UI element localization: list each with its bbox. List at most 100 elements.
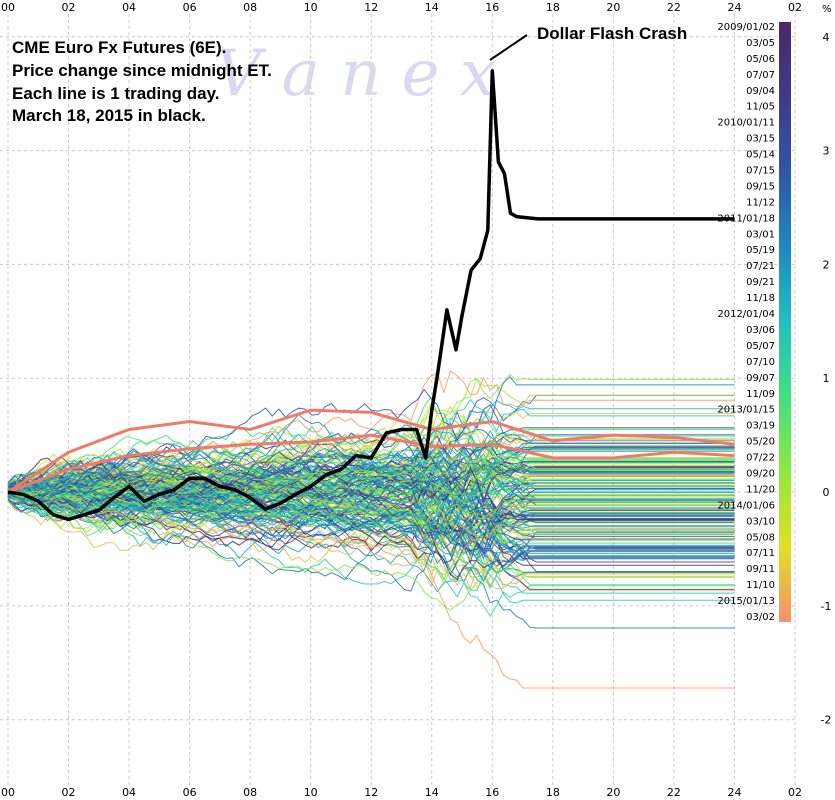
x-tick-label-top: 06 — [183, 1, 197, 14]
colorbar-label: 09/07 — [746, 373, 775, 384]
background-day-line — [7, 492, 735, 611]
colorbar-label: 07/10 — [746, 357, 775, 368]
background-day-line — [7, 467, 735, 503]
background-day-line — [7, 461, 735, 516]
colorbar-label: 2014/01/06 — [717, 500, 775, 511]
background-day-line — [7, 443, 735, 494]
colorbar-label: 11/09 — [746, 389, 775, 400]
colorbar-label: 03/19 — [746, 421, 775, 432]
background-day-line — [7, 459, 735, 554]
colorbar-label: 05/20 — [746, 437, 775, 448]
x-tick-label-bottom: 22 — [667, 786, 681, 799]
colorbar-label: 2013/01/15 — [717, 405, 775, 416]
x-tick-label-top: 16 — [485, 1, 499, 14]
colorbar-label: 05/19 — [746, 245, 775, 256]
x-tick-label-top: 00 — [1, 1, 15, 14]
background-day-line — [7, 446, 735, 531]
x-tick-label-top: 20 — [606, 1, 620, 14]
background-day-line — [7, 428, 735, 501]
x-tick-label-top: 18 — [546, 1, 560, 14]
background-day-line — [7, 388, 735, 488]
x-tick-label-bottom: 02 — [788, 786, 802, 799]
background-day-line — [7, 478, 735, 525]
x-tick-label-bottom: 00 — [1, 786, 15, 799]
background-day-line — [7, 482, 735, 523]
background-day-line — [7, 433, 735, 536]
x-tick-label-bottom: 18 — [546, 786, 560, 799]
right-axis-tick: -1 — [821, 600, 832, 613]
salmon-series-group — [7, 408, 735, 494]
x-tick-label-top: 02 — [62, 1, 76, 14]
colorbar-label: 03/01 — [746, 229, 775, 240]
x-tick-label-top: 10 — [304, 1, 318, 14]
series-bundle — [7, 370, 735, 689]
colorbar-label: 09/21 — [746, 277, 775, 288]
colorbar-label: 07/22 — [746, 453, 775, 464]
colorbar: 2009/01/02 03/05 05/06 07/07 09/04 11/05 2010/… — [717, 22, 791, 623]
x-tick-label-bottom: 12 — [364, 786, 378, 799]
right-axis-ticks: 4 3 2 1 0 -1 -2 — [821, 31, 832, 727]
x-tick-label-bottom: 08 — [243, 786, 257, 799]
colorbar-label: 07/07 — [746, 70, 775, 81]
colorbar-label: 03/15 — [746, 134, 775, 145]
title-line-1: CME Euro Fx Futures (6E). — [12, 38, 226, 57]
colorbar-label: 07/21 — [746, 261, 775, 272]
background-day-line — [7, 429, 735, 523]
x-tick-labels-bottom: 00 02 04 06 08 10 12 14 16 18 20 22 24 02 — [1, 786, 802, 799]
x-tick-label-top: 08 — [243, 1, 257, 14]
background-day-line — [7, 486, 735, 592]
background-day-line — [7, 463, 735, 501]
highlight-series-group — [7, 69, 735, 522]
background-day-line — [7, 435, 735, 520]
highlight-series-line — [7, 69, 735, 522]
x-tick-label-bottom: 10 — [304, 786, 318, 799]
background-day-line — [7, 442, 735, 503]
background-day-line — [7, 487, 735, 547]
background-day-line — [7, 461, 735, 577]
background-day-line — [7, 478, 735, 513]
colorbar-label: 2015/01/13 — [717, 596, 775, 607]
right-axis-tick: 3 — [823, 145, 830, 158]
background-day-line — [7, 398, 735, 521]
colorbar-label: 09/04 — [746, 86, 775, 97]
colorbar-label: 2010/01/11 — [717, 118, 775, 129]
x-tick-label-bottom: 04 — [122, 786, 136, 799]
colorbar-label: 11/10 — [746, 580, 775, 591]
colorbar-label: 11/05 — [746, 102, 775, 113]
right-axis-tick: 4 — [823, 31, 830, 44]
x-tick-label-bottom: 20 — [606, 786, 620, 799]
title-line-2: Price change since midnight ET. — [12, 61, 272, 80]
colorbar-label: 09/15 — [746, 181, 775, 192]
colorbar-label: 09/11 — [746, 564, 775, 575]
colorbar-label: 11/12 — [746, 197, 775, 208]
colorbar-label: 11/20 — [746, 484, 775, 495]
right-axis-tick: 1 — [823, 372, 830, 385]
colorbar-label: 07/11 — [746, 548, 775, 559]
colorbar-label: 11/18 — [746, 293, 775, 304]
background-day-line — [7, 463, 735, 514]
x-tick-label-top: 04 — [122, 1, 136, 14]
right-axis-tick: -2 — [821, 714, 832, 727]
colorbar-label: 03/02 — [746, 612, 775, 623]
colorbar-label: 07/15 — [746, 166, 775, 177]
colorbar-label: 03/10 — [746, 516, 775, 527]
colorbar-label: 2012/01/04 — [717, 309, 775, 320]
x-tick-label-bottom: 14 — [425, 786, 439, 799]
background-day-line — [7, 482, 735, 530]
x-tick-labels-top: 00 02 04 06 08 10 12 14 16 18 20 22 24 02 — [1, 1, 802, 14]
right-axis-unit: % — [822, 4, 832, 15]
background-day-line — [7, 490, 735, 598]
salmon-series-line — [7, 433, 735, 494]
background-day-line — [7, 491, 735, 588]
x-tick-label-bottom: 24 — [727, 786, 741, 799]
colorbar-label: 05/14 — [746, 150, 775, 161]
background-day-line — [7, 480, 735, 576]
colorbar-label: 05/07 — [746, 341, 775, 352]
chart-title: CME Euro Fx Futures (6E). Price change s… — [12, 38, 272, 125]
colorbar-label: 2009/01/02 — [717, 22, 775, 33]
background-day-line — [7, 435, 735, 590]
background-day-line — [7, 492, 735, 553]
background-day-line — [8, 456, 735, 496]
watermark: V a n e x — [215, 37, 496, 111]
